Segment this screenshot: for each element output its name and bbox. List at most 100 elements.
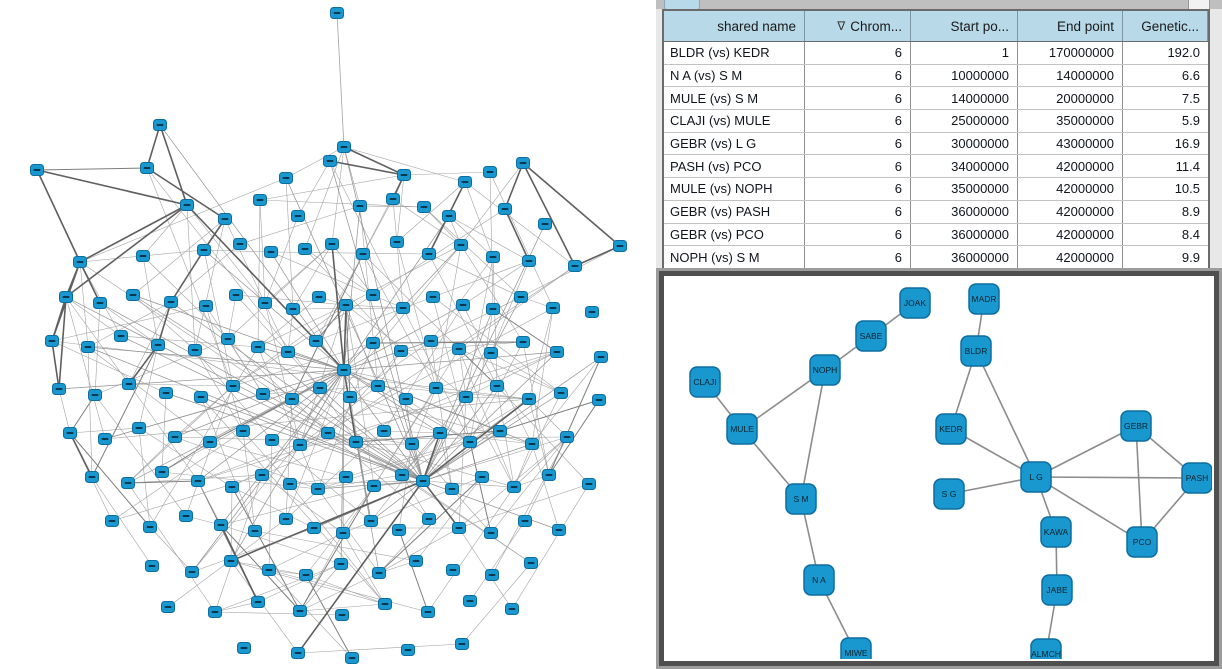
column-header-genetic-[interactable]: Genetic... xyxy=(1123,11,1208,41)
network-node-label xyxy=(162,392,170,394)
network-edge xyxy=(285,398,293,520)
table-row[interactable]: GEBR (vs) PASH 6 36000000 42000000 8.9 xyxy=(664,200,1208,224)
table-row[interactable]: GEBR (vs) L G 6 30000000 43000000 16.9 xyxy=(664,132,1208,156)
network-edge xyxy=(398,529,429,613)
column-header-shared-name[interactable]: shared name xyxy=(664,11,805,41)
network-edge xyxy=(359,205,425,208)
subnetwork-node-BLDR[interactable] xyxy=(960,335,992,367)
network-node-label xyxy=(324,432,332,434)
subnetwork-node-SABE[interactable] xyxy=(855,320,887,352)
subnetwork-node-GEBR[interactable] xyxy=(1120,410,1152,442)
network-node-label xyxy=(370,485,378,487)
table-row[interactable]: PASH (vs) PCO 6 34000000 42000000 11.4 xyxy=(664,155,1208,179)
network-edge xyxy=(270,251,345,371)
network-edge xyxy=(464,181,576,267)
subnetwork-node-MADR[interactable] xyxy=(968,283,1000,315)
subnetwork-node-MIWE[interactable] xyxy=(840,637,872,659)
main-network-canvas[interactable] xyxy=(0,0,656,669)
sort-filter-icon[interactable]: ∇ xyxy=(837,19,846,33)
cell-value: 1 xyxy=(911,42,1018,64)
subnetwork-node-S-M[interactable] xyxy=(785,483,817,515)
subnetwork-canvas[interactable]: JOAK SABE NOPH CLAJI MULE S M N A MIWE MADR BLDR K… xyxy=(664,276,1212,659)
network-edge xyxy=(304,146,345,250)
network-node-label xyxy=(206,441,214,443)
network-node-label xyxy=(326,160,334,162)
network-edge xyxy=(464,181,494,258)
network-edge xyxy=(200,396,424,482)
subnetwork-node-KAWA[interactable] xyxy=(1040,516,1072,548)
table-row[interactable]: GEBR (vs) PCO 6 36000000 42000000 8.4 xyxy=(664,223,1208,247)
network-node-label xyxy=(191,349,199,351)
network-node-label xyxy=(356,205,364,207)
network-edge xyxy=(65,296,424,482)
network-node-label xyxy=(88,476,96,478)
network-node-label xyxy=(333,12,341,14)
subnetwork-node-PASH[interactable] xyxy=(1181,462,1212,494)
network-edge xyxy=(448,215,530,262)
network-node-label xyxy=(146,526,154,528)
table-row[interactable]: MULE (vs) S M 6 14000000 20000000 7.5 xyxy=(664,87,1208,111)
network-edge xyxy=(462,304,533,445)
network-edge xyxy=(432,296,471,443)
network-edge xyxy=(128,383,234,387)
network-edge xyxy=(257,346,345,371)
network-node-label xyxy=(156,124,164,126)
cell-value: 14000000 xyxy=(1018,64,1123,87)
network-node-label xyxy=(310,527,318,529)
network-node-label xyxy=(359,253,367,255)
network-node-label xyxy=(369,342,377,344)
network-edge-dark xyxy=(329,160,405,176)
network-node-label xyxy=(251,530,259,532)
column-header-chrom-[interactable]: ∇ Chrom... xyxy=(805,11,911,41)
network-node-label xyxy=(284,351,292,353)
cell-value: 14000000 xyxy=(911,87,1018,110)
subnetwork-node-JABE[interactable] xyxy=(1041,574,1073,606)
network-edge xyxy=(469,308,494,443)
subnetwork-node-CLAJI[interactable] xyxy=(689,366,721,398)
table-header-row: shared name ∇ Chrom... Start po... End point… xyxy=(664,11,1208,42)
network-edge-dark xyxy=(504,208,530,262)
main-network-panel[interactable] xyxy=(0,0,656,669)
network-node-label xyxy=(380,430,388,432)
network-edge xyxy=(194,218,226,351)
network-node-label xyxy=(139,255,147,257)
table-row[interactable]: CLAJI (vs) MULE 6 25000000 35000000 5.9 xyxy=(664,110,1208,133)
subnetwork-node-L-G[interactable] xyxy=(1020,461,1052,493)
subnetwork-node-PCO[interactable] xyxy=(1126,526,1158,558)
table-row[interactable]: N A (vs) S M 6 10000000 14000000 6.6 xyxy=(664,64,1208,88)
cell-value: 36000000 xyxy=(911,246,1018,269)
subnetwork-node-label: PCO xyxy=(1133,537,1152,547)
table-row[interactable]: MULE (vs) NOPH 6 35000000 42000000 10.5 xyxy=(664,178,1208,201)
subnetwork-node-KEDR[interactable] xyxy=(935,413,967,445)
subnetwork-node-label: L G xyxy=(1029,472,1042,482)
column-header-label: Start po... xyxy=(950,18,1009,34)
column-header-label: shared name xyxy=(717,18,796,34)
subnetwork-node-MULE[interactable] xyxy=(726,413,758,445)
column-header-start-po-[interactable]: Start po... xyxy=(911,11,1018,41)
table-row[interactable]: BLDR (vs) KEDR 6 1 170000000 192.0 xyxy=(664,42,1208,65)
subnetwork-node-ALMCH[interactable] xyxy=(1030,638,1062,659)
subnetwork-node-N-A[interactable] xyxy=(803,564,835,596)
network-edge xyxy=(289,483,386,605)
network-edge xyxy=(305,574,386,605)
edge-attribute-table: shared name ∇ Chrom... Start po... End point… xyxy=(662,9,1210,269)
network-edge xyxy=(79,261,89,348)
subnetwork-node-NOPH[interactable] xyxy=(809,354,841,386)
network-edge xyxy=(383,430,441,434)
network-node-label xyxy=(188,571,196,573)
subnetwork-node-S-G[interactable] xyxy=(933,478,965,510)
subnetwork-node-JOAK[interactable] xyxy=(899,287,931,319)
cell-value: 6 xyxy=(805,42,911,64)
table-row[interactable]: NOPH (vs) S M 6 36000000 42000000 9.9 xyxy=(664,246,1208,269)
network-edge xyxy=(51,305,207,342)
network-edge xyxy=(317,474,403,490)
network-node-label xyxy=(167,301,175,303)
network-edge xyxy=(174,385,234,438)
subnetwork-panel[interactable]: JOAK SABE NOPH CLAJI MULE S M N A MIWE MADR BLDR K… xyxy=(659,271,1219,666)
network-node-label xyxy=(337,563,345,565)
network-edge xyxy=(378,518,430,574)
column-header-end-point[interactable]: End point xyxy=(1018,11,1123,41)
network-edge xyxy=(428,253,522,298)
network-edge xyxy=(465,396,530,400)
network-edge xyxy=(548,356,602,476)
